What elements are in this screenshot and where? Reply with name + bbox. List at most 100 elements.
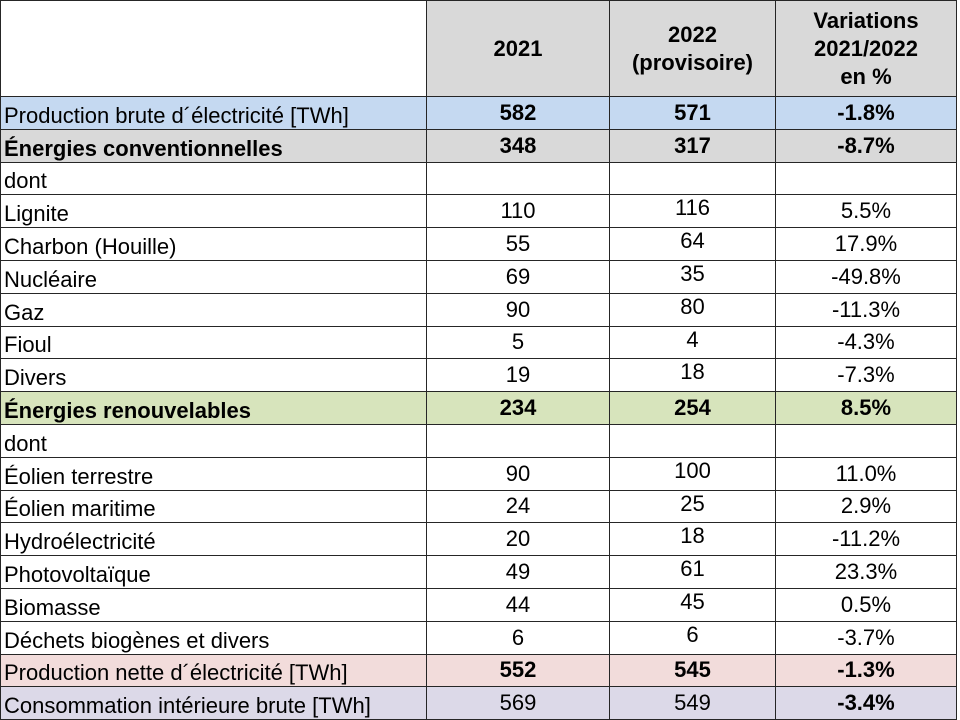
value-2022-cell: 18 (609, 358, 776, 393)
table-row: Charbon (Houille) 55 64 17.9% (0, 227, 957, 261)
value-2021-cell (426, 423, 610, 458)
row-label-cell: Éolien maritime (0, 489, 427, 524)
variation-cell: -11.2% (775, 522, 957, 557)
value-2022-cell: 18 (609, 522, 776, 557)
value-2021-cell: 19 (426, 358, 610, 393)
table-row: Hydroélectricité 20 18 -11.2% (0, 522, 957, 557)
variation-cell: 11.0% (775, 456, 957, 491)
value-2022-cell: 549 (609, 686, 776, 720)
variation-cell (775, 423, 957, 458)
variation-cell: -7.3% (775, 358, 957, 393)
table-row: Déchets biogènes et divers 6 6 -3.7% (0, 620, 957, 655)
value-2022-cell (609, 423, 776, 458)
value-2021-cell: 5 (426, 325, 610, 360)
variation-cell: 8.5% (775, 391, 957, 425)
value-2022-cell: 45 (609, 587, 776, 622)
value-2021-cell: 110 (426, 194, 610, 229)
row-label-cell: Hydroélectricité (0, 522, 427, 557)
variation-cell: -1.8% (775, 96, 957, 130)
value-2022-cell: 317 (609, 128, 776, 163)
row-label-cell: Biomasse (0, 587, 427, 622)
variation-cell: -8.7% (775, 128, 957, 163)
table-row: Fioul 5 4 -4.3% (0, 325, 957, 360)
variation-cell: -49.8% (775, 259, 957, 294)
table-header-row: 2021 2022 (provisoire) Variations 2021/2… (0, 0, 957, 97)
value-2021-cell: 569 (426, 686, 610, 720)
table-row: Énergies renouvelables 234 254 8.5% (0, 391, 957, 425)
row-label-cell: Éolien terrestre (0, 456, 427, 491)
value-2022-cell: 6 (609, 620, 776, 655)
header-2021: 2021 (426, 0, 610, 97)
row-label-cell: Fioul (0, 325, 427, 360)
value-2021-cell: 44 (426, 587, 610, 622)
variation-cell: 23.3% (775, 555, 957, 589)
value-2021-cell: 6 (426, 620, 610, 655)
table-row: Biomasse 44 45 0.5% (0, 587, 957, 622)
value-2021-cell: 234 (426, 391, 610, 425)
row-label-cell: Divers (0, 358, 427, 393)
value-2022-cell: 35 (609, 259, 776, 294)
value-2021-cell: 552 (426, 653, 610, 688)
value-2021-cell: 90 (426, 292, 610, 327)
value-2021-cell: 582 (426, 96, 610, 130)
value-2021-cell: 348 (426, 128, 610, 163)
row-label-cell: Production nette d´électricité [TWh] (0, 653, 427, 688)
table-row: Éolien maritime 24 25 2.9% (0, 489, 957, 524)
variation-cell: -4.3% (775, 325, 957, 360)
header-variations: Variations 2021/2022 en % (775, 0, 957, 97)
row-label-cell: Photovoltaïque (0, 555, 427, 589)
value-2022-cell: 116 (609, 194, 776, 229)
table-row: Production nette d´électricité [TWh] 552 5… (0, 653, 957, 688)
value-2022-cell: 64 (609, 227, 776, 261)
value-2021-cell: 24 (426, 489, 610, 524)
value-2021-cell: 90 (426, 456, 610, 491)
row-label-cell: Énergies conventionnelles (0, 128, 427, 163)
variation-cell: -1.3% (775, 653, 957, 688)
value-2021-cell: 55 (426, 227, 610, 261)
table-row: Divers 19 18 -7.3% (0, 358, 957, 393)
value-2021-cell (426, 161, 610, 196)
value-2022-cell: 25 (609, 489, 776, 524)
table-row: dont (0, 423, 957, 458)
value-2021-cell: 20 (426, 522, 610, 557)
row-label-cell: Déchets biogènes et divers (0, 620, 427, 655)
row-label-cell: Production brute d´électricité [TWh] (0, 96, 427, 130)
value-2022-cell: 80 (609, 292, 776, 327)
header-2022-provisoire: 2022 (provisoire) (609, 0, 776, 97)
row-label-cell: Lignite (0, 194, 427, 229)
value-2022-cell (609, 161, 776, 196)
variation-cell: 2.9% (775, 489, 957, 524)
row-label-cell: Nucléaire (0, 259, 427, 294)
variation-cell: 17.9% (775, 227, 957, 261)
variation-cell: 5.5% (775, 194, 957, 229)
table-row: dont (0, 161, 957, 196)
table-row: Nucléaire 69 35 -49.8% (0, 259, 957, 294)
row-label-cell: Gaz (0, 292, 427, 327)
value-2021-cell: 69 (426, 259, 610, 294)
table-row: Lignite 110 116 5.5% (0, 194, 957, 229)
header-empty-cell (0, 0, 427, 97)
value-2022-cell: 4 (609, 325, 776, 360)
table-row: Énergies conventionnelles 348 317 -8.7% (0, 128, 957, 163)
table-row: Photovoltaïque 49 61 23.3% (0, 555, 957, 589)
table-row: Production brute d´électricité [TWh] 582 5… (0, 96, 957, 130)
row-label-cell: Charbon (Houille) (0, 227, 427, 261)
row-label-cell: dont (0, 423, 427, 458)
table-body: Production brute d´électricité [TWh] 582 5… (0, 96, 957, 720)
value-2022-cell: 254 (609, 391, 776, 425)
variation-cell: -3.4% (775, 686, 957, 720)
variation-cell: 0.5% (775, 587, 957, 622)
table-row: Consommation intérieure brute [TWh] 569 54… (0, 686, 957, 720)
variation-cell (775, 161, 957, 196)
variation-cell: -3.7% (775, 620, 957, 655)
row-label-cell: Énergies renouvelables (0, 391, 427, 425)
value-2022-cell: 545 (609, 653, 776, 688)
value-2022-cell: 61 (609, 555, 776, 589)
row-label-cell: dont (0, 161, 427, 196)
table-row: Gaz 90 80 -11.3% (0, 292, 957, 327)
value-2021-cell: 49 (426, 555, 610, 589)
value-2022-cell: 100 (609, 456, 776, 491)
value-2022-cell: 571 (609, 96, 776, 130)
variation-cell: -11.3% (775, 292, 957, 327)
